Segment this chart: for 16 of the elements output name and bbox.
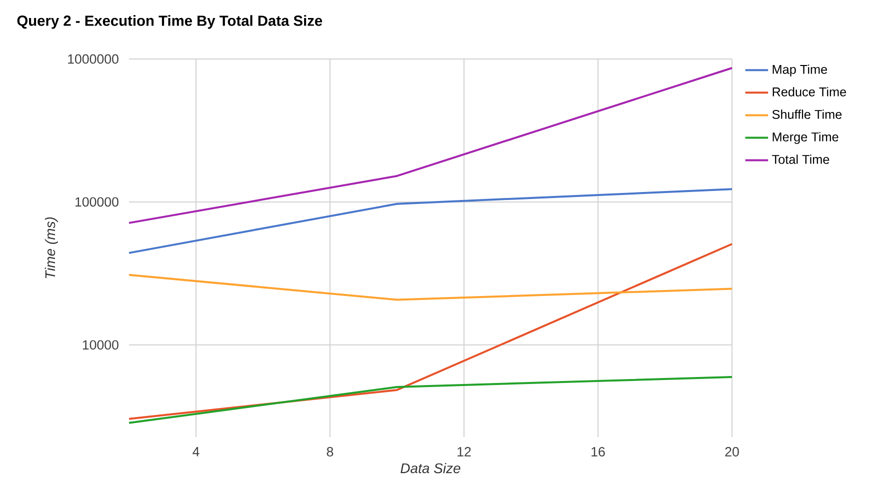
y-axis-title: Time (ms) bbox=[44, 217, 58, 278]
legend-label: Reduce Time bbox=[772, 87, 846, 96]
chart-title: Query 2 - Execution Time By Total Data Size bbox=[17, 15, 322, 29]
legend-label: Total Time bbox=[772, 154, 830, 164]
x-axis-title: Data Size bbox=[400, 462, 460, 474]
x-tick-label: 12 bbox=[458, 447, 471, 456]
x-tick-label: 20 bbox=[725, 447, 739, 456]
x-tick-label: 16 bbox=[592, 447, 605, 456]
legend-label: Shuffle Time bbox=[772, 110, 842, 119]
y-tick-label: 10000 bbox=[82, 340, 118, 350]
x-tick-label: 4 bbox=[192, 447, 200, 456]
legend-label: Merge Time bbox=[772, 132, 838, 144]
legend-label: Map Time bbox=[772, 64, 828, 76]
x-tick-label: 8 bbox=[326, 447, 334, 456]
y-tick-label: 1000000 bbox=[68, 54, 118, 64]
y-tick-label: 100000 bbox=[75, 197, 118, 207]
